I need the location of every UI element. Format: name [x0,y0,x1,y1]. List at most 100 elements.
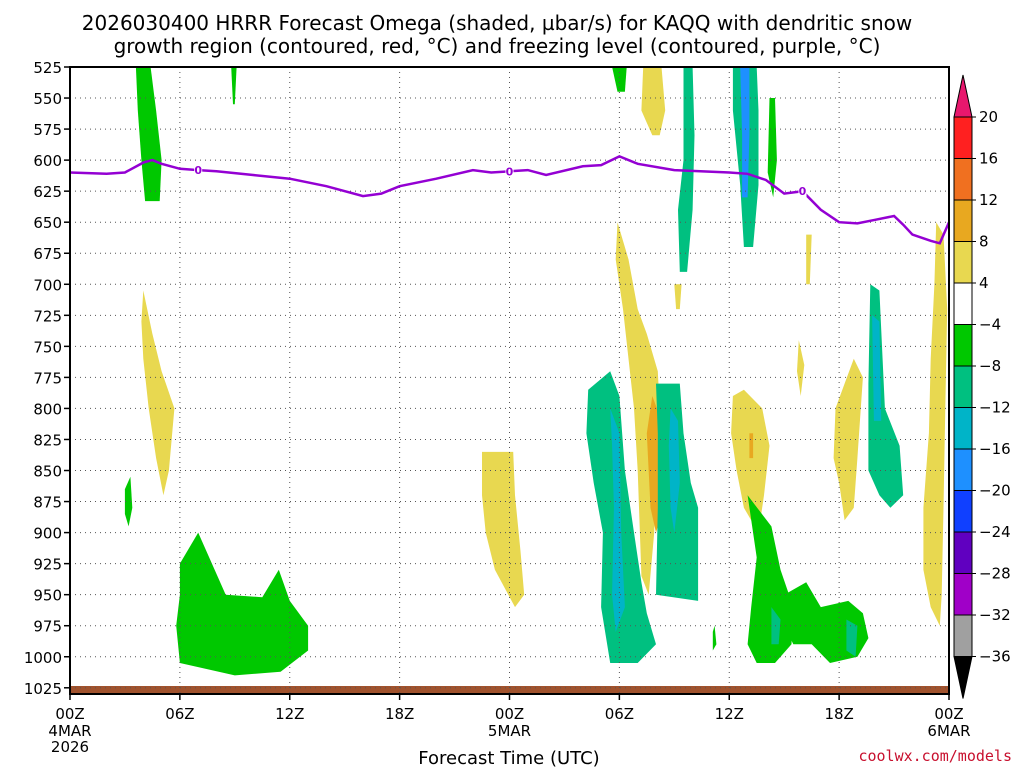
colorbar-label-11: −28 [979,565,1011,583]
x-axis-title: Forecast Time (UTC) [418,748,599,768]
omega-region-sinking-0600-low [176,532,309,676]
colorbar-label-0: 20 [979,108,998,126]
y-tick-label-800: 800 [33,400,62,418]
colorbar-bottom-arrow [953,656,973,699]
omega-region-sinking-0900-core [668,408,680,533]
omega-region-sinking-0600-core [610,408,625,632]
omega-region-rising-0800-dot [674,284,682,310]
y-tick-label-650: 650 [33,214,62,232]
y-tick-label-875: 875 [33,494,62,512]
colorbar-box-3 [953,199,973,242]
omega-region-sinking-1900-core [872,315,882,421]
colorbar-label-1: 16 [979,150,998,168]
colorbar-box-4 [953,241,973,284]
x-tick-label-6: 06Z [165,705,194,723]
omega-region-dot-0300 [124,476,133,527]
colorbar-label-8: −16 [979,440,1011,458]
omega-region-rising-1300-core [749,433,754,459]
x-tick-label-36: 12Z [715,705,744,723]
omega-shading [124,67,948,676]
chart-title-line-2: growth region (contoured, red, °C) and f… [114,34,881,58]
y-tick-label-850: 850 [33,463,62,481]
terrain-surface [70,686,949,695]
omega-region-rising-1300-mid [731,389,770,533]
colorbar-box-1 [953,116,973,159]
y-tick-label-525: 525 [33,59,62,77]
omega-region-rising-0400-mid [141,290,175,496]
y-tick-label-825: 825 [33,431,62,449]
omega-region-sinking-1400-upper [767,98,777,198]
omega-region-rising-0700-col [615,222,660,595]
freezing-level-label-2: 0 [799,185,807,198]
colorbar: 20 16 12 8 4 −4 −8 −12 −16 −20 −24 −28 −32 −36 [953,74,1011,699]
omega-region-sinking-col-0330 [135,67,162,202]
date-label-0-0: 4MAR [48,722,91,740]
colorbar-box-12 [953,573,973,616]
colorbar-label-7: −12 [979,399,1011,417]
freezing-label-bg-1 [505,165,514,178]
omega-region-rising-1800-mid [833,358,863,521]
colorbar-box-11 [953,531,973,574]
x-axis: 00Z 06Z 12Z 18Z 00Z 06Z 12Z 18Z 00Z [55,694,964,723]
y-tick-label-750: 750 [33,338,62,356]
x-tick-label-24: 00Z [495,705,524,723]
colorbar-label-5: −4 [979,316,1001,334]
x-tick-label-18: 18Z [385,705,414,723]
colorbar-box-6 [953,324,973,367]
colorbar-label-6: −8 [979,357,1001,375]
freezing-label-bg-0 [194,164,203,177]
omega-region-rising-1600-mid [797,340,805,396]
y-tick-label-925: 925 [33,556,62,574]
y-tick-label-625: 625 [33,183,62,201]
colorbar-box-9 [953,448,973,491]
freezing-level: 0 0 0 [69,155,951,245]
omega-region-rising-2300-col [923,222,948,626]
x-tick-label-12: 12Z [275,705,304,723]
x-tick-label-0: 00Z [55,705,84,723]
date-label-48-0: 6MAR [927,722,970,740]
colorbar-box-7 [953,365,973,408]
x-tick-label-42: 18Z [824,705,853,723]
freezing-level-line [69,155,951,245]
omega-region-sinking-1300-low [747,495,794,663]
colorbar-label-13: −36 [979,648,1011,666]
colorbar-label-12: −32 [979,606,1011,624]
date-label-0-1: 2026 [51,738,89,756]
y-axis: 525 550 575 600 625 650 675 700 725 750 775 800 825 8… [24,59,70,698]
y-tick-label-775: 775 [33,369,62,387]
credit-text[interactable]: coolwx.com/models [858,747,1012,765]
colorbar-box-13 [953,614,973,657]
omega-region-sinking-0500-col [586,371,656,663]
omega-region-rising-0730-upper [641,67,666,136]
y-tick-label-900: 900 [33,525,62,543]
freezing-label-bg-2 [798,185,807,198]
colorbar-box-10 [953,490,973,533]
y-tick-label-725: 725 [33,307,62,325]
freezing-level-label-1: 0 [506,165,514,178]
freezing-level-label-0: 0 [194,164,202,177]
omega-region-sinking-1100-dot [712,625,717,651]
date-label-24-0: 5MAR [488,722,531,740]
y-tick-label-950: 950 [33,587,62,605]
x-tick-label-48: 00Z [934,705,963,723]
colorbar-box-2 [953,158,973,201]
chart-title-line-1: 2026030400 HRRR Forecast Omega (shaded, … [82,11,912,35]
x-tick-label-30: 06Z [605,705,634,723]
colorbar-label-4: 4 [979,274,989,292]
y-tick-label-675: 675 [33,245,62,263]
omega-region-rising-2100 [482,451,525,608]
colorbar-box-8 [953,407,973,450]
omega-region-rising-1600-upper [806,234,812,285]
omega-region-sinking-wisp-0900 [231,67,237,105]
y-tick-label-1025: 1025 [24,680,62,698]
colorbar-top-arrow [953,74,973,118]
colorbar-box-5 [953,282,973,325]
colorbar-label-3: 8 [979,233,989,251]
omega-region-sinking-1800-core [846,619,858,657]
y-tick-label-575: 575 [33,121,62,139]
y-tick-label-1000: 1000 [24,649,62,667]
omega-region-sinking-0530-upper [612,67,627,92]
colorbar-label-2: 12 [979,191,998,209]
